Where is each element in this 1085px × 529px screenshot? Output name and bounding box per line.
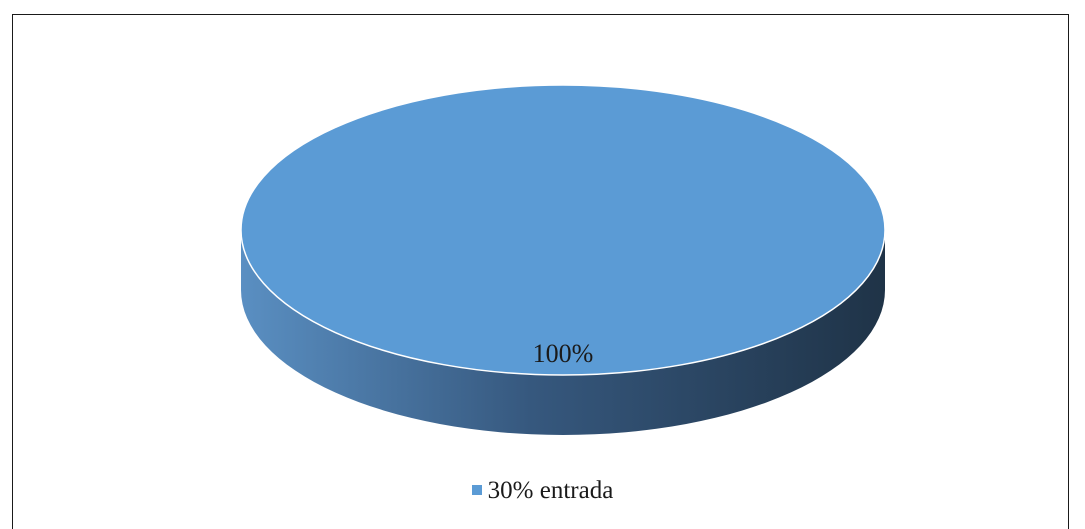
legend-label: 30% entrada — [487, 477, 614, 504]
chart-legend: 30% entrada — [0, 476, 1085, 506]
pie-slice-data-label: 100% — [533, 339, 594, 368]
pie-slice — [240, 84, 886, 376]
pie-slice-side — [241, 230, 885, 435]
legend-swatch — [471, 485, 482, 495]
